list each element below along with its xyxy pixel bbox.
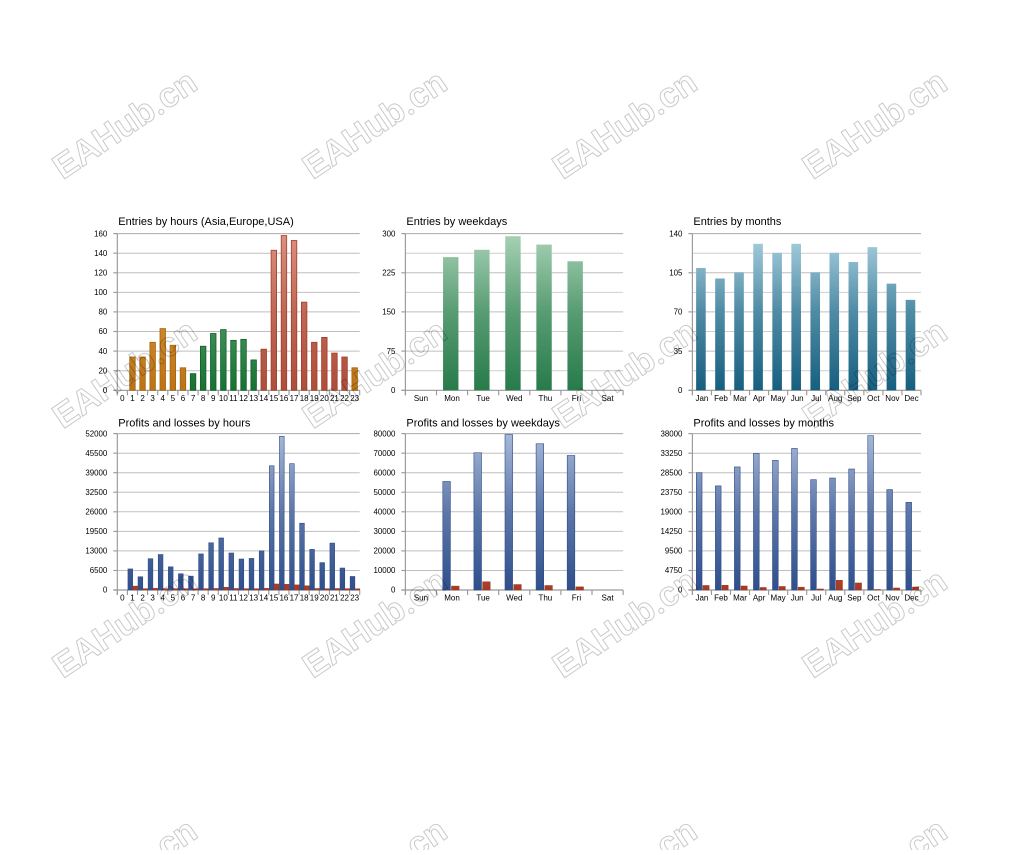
svg-text:160: 160 xyxy=(94,229,108,238)
svg-text:16: 16 xyxy=(279,594,288,603)
svg-text:Sat: Sat xyxy=(602,594,615,603)
svg-text:15: 15 xyxy=(269,594,278,603)
svg-text:38000: 38000 xyxy=(660,429,683,438)
svg-text:23: 23 xyxy=(350,594,359,603)
svg-text:20: 20 xyxy=(320,594,329,603)
svg-text:26000: 26000 xyxy=(85,508,108,517)
svg-text:20000: 20000 xyxy=(373,547,396,556)
svg-text:14: 14 xyxy=(259,594,268,603)
svg-text:17: 17 xyxy=(290,594,299,603)
svg-text:4: 4 xyxy=(161,394,166,403)
svg-text:105: 105 xyxy=(669,269,683,278)
svg-text:11: 11 xyxy=(229,594,238,603)
svg-text:14250: 14250 xyxy=(660,527,683,536)
svg-text:12: 12 xyxy=(239,594,248,603)
svg-text:13000: 13000 xyxy=(85,547,108,556)
svg-text:120: 120 xyxy=(94,269,108,278)
svg-text:Nov: Nov xyxy=(885,394,899,403)
svg-text:39000: 39000 xyxy=(85,468,108,477)
svg-text:13: 13 xyxy=(249,394,258,403)
svg-text:22: 22 xyxy=(340,594,349,603)
svg-text:70000: 70000 xyxy=(373,449,396,458)
svg-text:19500: 19500 xyxy=(85,527,108,536)
svg-text:8: 8 xyxy=(201,394,206,403)
svg-text:Mon: Mon xyxy=(444,394,460,403)
svg-text:18: 18 xyxy=(300,594,309,603)
svg-text:225: 225 xyxy=(382,269,396,278)
svg-text:Feb: Feb xyxy=(714,594,728,603)
svg-text:Apr: Apr xyxy=(753,594,766,603)
svg-text:0: 0 xyxy=(678,386,683,395)
svg-text:0: 0 xyxy=(391,386,396,395)
svg-text:Entries by months: Entries by months xyxy=(693,216,782,228)
svg-text:Mar: Mar xyxy=(733,394,747,403)
svg-text:Entries by weekdays: Entries by weekdays xyxy=(406,216,507,228)
svg-text:Entries by hours (Asia,Europe,: Entries by hours (Asia,Europe,USA) xyxy=(118,216,293,228)
svg-text:May: May xyxy=(771,394,786,403)
svg-text:16: 16 xyxy=(279,394,288,403)
svg-text:100: 100 xyxy=(94,288,108,297)
svg-text:19000: 19000 xyxy=(660,508,683,517)
svg-text:Jun: Jun xyxy=(791,594,804,603)
svg-text:140: 140 xyxy=(94,249,108,258)
svg-text:80000: 80000 xyxy=(373,429,396,438)
svg-text:Apr: Apr xyxy=(753,394,766,403)
svg-text:9: 9 xyxy=(211,394,216,403)
svg-text:Profits and losses by weekdays: Profits and losses by weekdays xyxy=(406,418,560,430)
svg-text:Feb: Feb xyxy=(714,394,728,403)
svg-text:19: 19 xyxy=(310,594,319,603)
svg-text:May: May xyxy=(771,594,786,603)
svg-text:30000: 30000 xyxy=(373,527,396,536)
svg-text:5: 5 xyxy=(171,394,176,403)
svg-text:80: 80 xyxy=(99,308,108,317)
svg-text:60: 60 xyxy=(99,327,108,336)
svg-text:13: 13 xyxy=(249,594,258,603)
svg-text:14: 14 xyxy=(259,394,268,403)
svg-text:Thu: Thu xyxy=(538,594,552,603)
svg-text:Tue: Tue xyxy=(476,594,490,603)
svg-text:Fri: Fri xyxy=(572,594,582,603)
svg-text:10: 10 xyxy=(219,394,228,403)
svg-text:10000: 10000 xyxy=(373,566,396,575)
svg-text:Jul: Jul xyxy=(811,594,821,603)
svg-text:150: 150 xyxy=(382,308,396,317)
svg-text:21: 21 xyxy=(330,594,339,603)
svg-text:Sep: Sep xyxy=(847,594,862,603)
svg-text:Jan: Jan xyxy=(695,394,708,403)
svg-text:3: 3 xyxy=(150,394,155,403)
svg-text:140: 140 xyxy=(669,229,683,238)
svg-text:1: 1 xyxy=(130,394,135,403)
svg-text:Aug: Aug xyxy=(828,594,842,603)
svg-text:40: 40 xyxy=(99,347,108,356)
svg-text:7: 7 xyxy=(191,394,196,403)
svg-text:Tue: Tue xyxy=(476,394,490,403)
svg-text:300: 300 xyxy=(382,229,396,238)
svg-text:32500: 32500 xyxy=(85,488,108,497)
svg-text:Mar: Mar xyxy=(733,594,747,603)
svg-text:Profits and losses by hours: Profits and losses by hours xyxy=(118,418,251,430)
svg-text:17: 17 xyxy=(290,394,299,403)
svg-text:Dec: Dec xyxy=(904,394,918,403)
svg-text:10: 10 xyxy=(219,594,228,603)
svg-text:12: 12 xyxy=(239,394,248,403)
svg-text:28500: 28500 xyxy=(660,468,683,477)
svg-text:6: 6 xyxy=(181,394,186,403)
svg-text:52000: 52000 xyxy=(85,429,108,438)
svg-text:Wed: Wed xyxy=(506,394,522,403)
svg-text:11: 11 xyxy=(229,394,238,403)
svg-text:Wed: Wed xyxy=(506,594,522,603)
svg-text:45500: 45500 xyxy=(85,449,108,458)
svg-text:60000: 60000 xyxy=(373,468,396,477)
svg-text:40000: 40000 xyxy=(373,508,396,517)
svg-text:0: 0 xyxy=(103,586,108,595)
svg-text:Sun: Sun xyxy=(414,394,428,403)
svg-text:33250: 33250 xyxy=(660,449,683,458)
svg-text:50000: 50000 xyxy=(373,488,396,497)
svg-text:9: 9 xyxy=(211,594,216,603)
svg-text:2: 2 xyxy=(140,394,145,403)
svg-text:15: 15 xyxy=(269,394,278,403)
svg-text:6500: 6500 xyxy=(90,566,108,575)
svg-text:9500: 9500 xyxy=(665,547,683,556)
svg-text:23750: 23750 xyxy=(660,488,683,497)
